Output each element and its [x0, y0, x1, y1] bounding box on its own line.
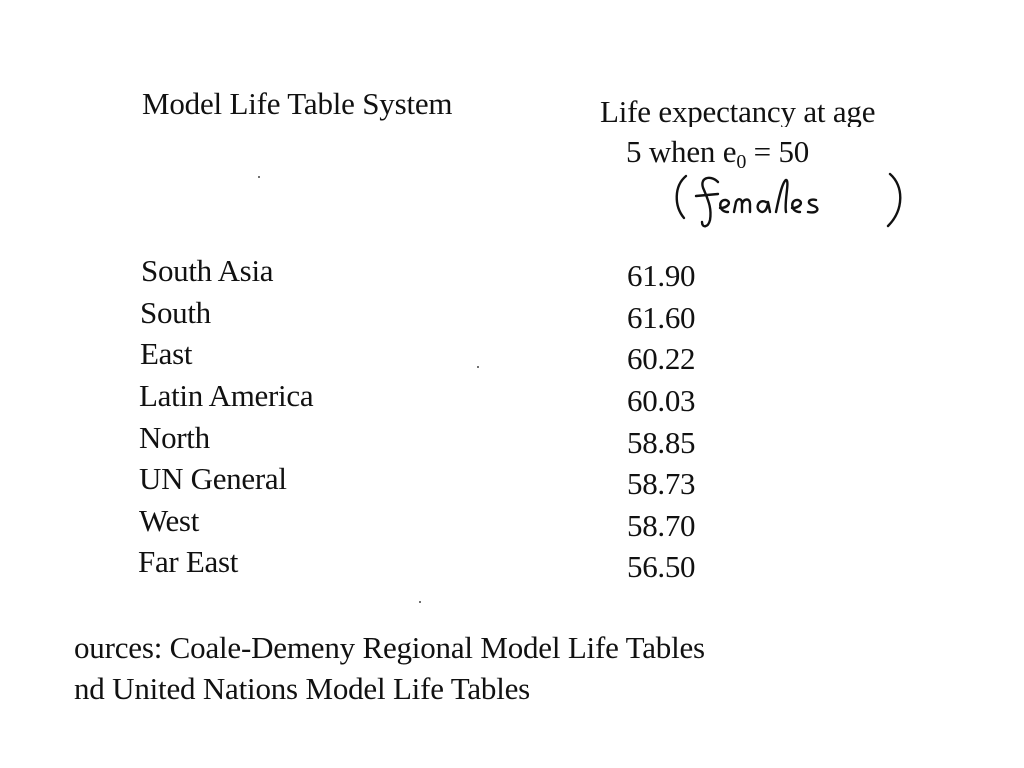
scan-speck — [477, 366, 479, 368]
row-value-west: 58.70 — [627, 508, 696, 543]
row-system-south-asia: South Asia — [141, 253, 274, 288]
scan-speck — [258, 176, 260, 178]
sources-line-2: nd United Nations Model Life Tables — [74, 671, 531, 706]
row-system-east: East — [140, 336, 193, 371]
row-value-un-general: 58.73 — [627, 466, 696, 501]
header-life-expectancy: Life expectancy at age — [600, 96, 876, 127]
sources-line-1: ources: Coale-Demeny Regional Model Life… — [74, 630, 705, 665]
header-condition-suffix: = 50 — [746, 134, 810, 169]
header-life-expectancy-condition: 5 when e0 = 50 — [626, 136, 809, 172]
row-system-north: North — [139, 420, 210, 455]
row-value-south: 61.60 — [627, 300, 696, 335]
row-system-west: West — [139, 503, 200, 538]
row-system-latin-america: Latin America — [139, 378, 314, 413]
header-condition-subscript: 0 — [736, 151, 747, 173]
row-system-far-east: Far East — [138, 544, 239, 579]
row-value-far-east: 56.50 — [627, 549, 696, 584]
row-value-south-asia: 61.90 — [627, 258, 696, 293]
scan-speck — [419, 601, 421, 603]
row-system-south: South — [140, 295, 211, 330]
header-condition-prefix: 5 when e — [626, 134, 737, 169]
handwritten-females-note — [675, 172, 902, 228]
row-value-north: 58.85 — [627, 425, 696, 460]
row-system-un-general: UN General — [139, 461, 287, 496]
row-value-east: 60.22 — [627, 341, 696, 376]
row-value-latin-america: 60.03 — [627, 383, 696, 418]
header-model-life-table-system: Model Life Table System — [142, 86, 453, 121]
